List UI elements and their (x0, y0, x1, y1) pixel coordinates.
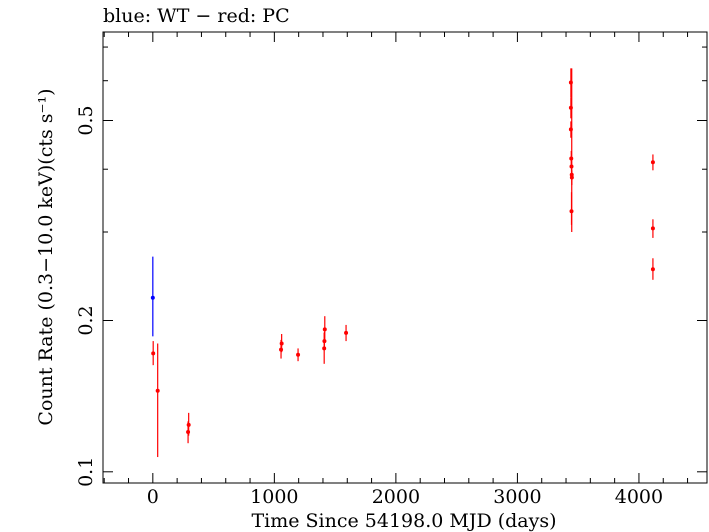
plot-frame (102, 31, 708, 484)
pc-data-point (650, 226, 655, 231)
pc-data-point (344, 330, 349, 335)
x-tick-label: 1000 (250, 486, 298, 508)
pc-data-point (569, 209, 574, 214)
pc-data-point (186, 430, 191, 435)
pc-data-point (155, 388, 160, 393)
pc-data-point (279, 341, 284, 346)
pc-data-point (569, 175, 574, 180)
wt-data-point (150, 295, 155, 300)
chart-title: blue: WT − red: PC (103, 5, 290, 27)
pc-data-point (279, 347, 284, 352)
axis-ticks (103, 32, 707, 483)
data-points (150, 68, 655, 458)
x-tick-label: 0 (147, 486, 159, 508)
y-tick-label: 0.2 (75, 305, 97, 335)
pc-data-point (650, 267, 655, 272)
x-tick-label: 3000 (493, 486, 541, 508)
y-tick-label: 0.1 (75, 457, 97, 487)
pc-data-point (650, 160, 655, 165)
x-tick-label: 2000 (372, 486, 420, 508)
tick-labels: 0 1000 2000 3000 4000 0.1 0.2 0.5 (75, 105, 663, 508)
y-tick-label: 0.5 (75, 105, 97, 135)
pc-data-point (186, 422, 191, 427)
pc-data-point (322, 327, 327, 332)
pc-data-point (296, 352, 301, 357)
x-axis-title: Time Since 54198.0 MJD (days) (251, 510, 556, 532)
y-axis-title: Count Rate (0.3−10.0 keV)(cts s⁻¹) (35, 88, 57, 425)
x-tick-label: 4000 (615, 486, 663, 508)
pc-data-point (151, 351, 156, 356)
